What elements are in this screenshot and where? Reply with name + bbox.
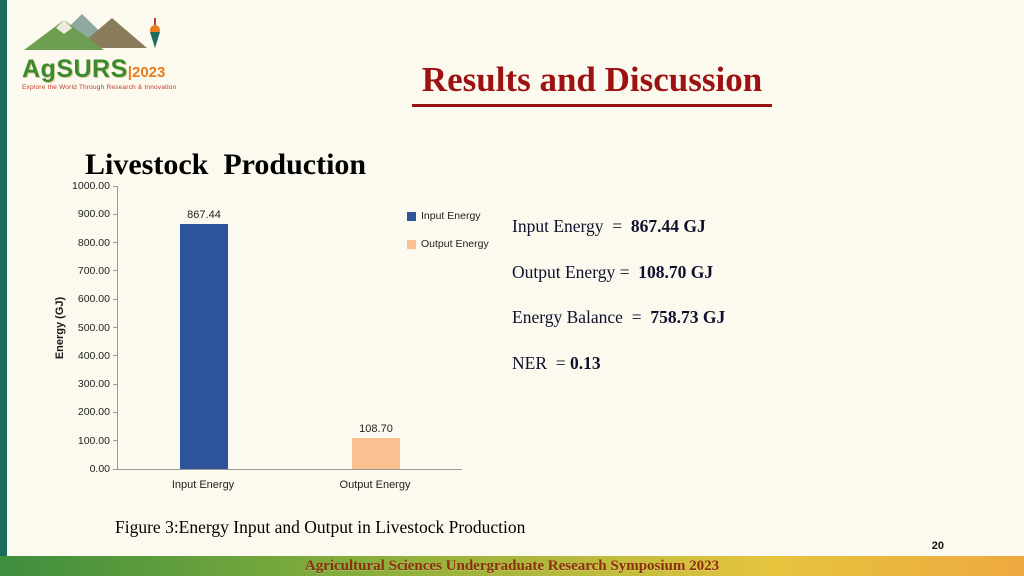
y-axis-tick-label: 1000.00 <box>72 180 110 192</box>
y-axis-tick-label: 300.00 <box>77 378 110 391</box>
logo-name: AgSURS <box>22 55 128 83</box>
logo: AgSURS|2023 Explore the World Through Re… <box>22 8 192 91</box>
chart-legend: Input Energy Output Energy <box>407 210 489 266</box>
bar-value-label: 108.70 <box>359 423 393 436</box>
y-axis-tick-mark <box>113 242 117 244</box>
y-axis-tick-label: 500.00 <box>77 321 110 334</box>
y-axis-tick-mark <box>113 270 117 272</box>
y-axis-tick-mark <box>113 440 117 442</box>
y-axis-ticks: 0.00 100.00 200.00 300.00 400.00 500.00 600.00… <box>60 180 110 475</box>
stat-label: NER = <box>512 352 570 373</box>
page-number: 20 <box>931 540 944 552</box>
stat-energy-balance: Energy Balance = 758.73 GJ <box>512 307 725 328</box>
stat-value: 867.44 GJ <box>630 216 706 236</box>
logo-year: |2023 <box>127 64 166 81</box>
y-axis-tick-mark <box>113 185 117 187</box>
stat-output-energy: Output Energy = 108.70 GJ <box>512 262 725 283</box>
stats-panel: Input Energy = 867.44 GJ Output Energy =… <box>512 216 725 398</box>
bar-value-label: 867.44 <box>187 208 221 221</box>
y-axis-tick-mark <box>113 383 117 385</box>
stat-label: Input Energy = <box>512 216 631 236</box>
bar-input-energy <box>180 223 228 469</box>
legend-item: Output Energy <box>407 238 489 250</box>
legend-swatch <box>407 239 416 249</box>
y-axis-tick-label: 100.00 <box>77 434 110 447</box>
slide-title: Results and Discussion <box>411 60 773 107</box>
stat-ner: NER = 0.13 <box>512 353 725 374</box>
legend-label: Output Energy <box>421 238 489 250</box>
y-axis-tick-mark <box>113 213 117 215</box>
y-axis-tick-mark <box>113 327 117 328</box>
x-axis-label: Output Energy <box>339 479 411 491</box>
footer-text: Agricultural Sciences Undergraduate Rese… <box>304 557 720 574</box>
stat-value: 0.13 <box>570 352 601 373</box>
stat-label: Output Energy = <box>512 261 639 282</box>
chart-plot: 867.44 108.70 <box>113 185 462 470</box>
y-axis-tick-mark <box>113 411 117 413</box>
legend-item: Input Energy <box>407 210 489 222</box>
bar-output-energy <box>352 438 400 469</box>
y-axis-tick-label: 700.00 <box>77 264 110 277</box>
logo-text: AgSURS|2023 <box>22 57 192 82</box>
section-heading: Livestock Production <box>85 148 367 181</box>
footer-bar: Agricultural Sciences Undergraduate Rese… <box>0 556 1024 576</box>
y-axis-tick-label: 600.00 <box>77 293 110 306</box>
stat-value: 758.73 GJ <box>650 307 726 327</box>
x-axis-label: Input Energy <box>171 479 235 491</box>
y-axis-tick-label: 0.00 <box>89 463 110 475</box>
stat-input-energy: Input Energy = 867.44 GJ <box>512 216 725 237</box>
x-axis-labels: Input Energy Output Energy <box>60 479 490 495</box>
y-axis-tick-mark <box>113 468 117 470</box>
logo-tagline: Explore the World Through Research & Inn… <box>22 84 177 91</box>
logo-mountains-icon <box>24 14 160 50</box>
legend-label: Input Energy <box>421 210 481 222</box>
bar-chart: Energy (GJ) 0.00 100.00 200.00 300.00 400.00… <box>54 180 490 510</box>
y-axis-tick-mark <box>113 298 117 300</box>
left-accent-bar <box>0 0 7 556</box>
figure-caption: Figure 3:Energy Input and Output in Live… <box>115 517 526 537</box>
stat-value: 108.70 GJ <box>638 261 714 282</box>
y-axis-tick-label: 800.00 <box>77 236 110 249</box>
legend-swatch <box>407 211 416 221</box>
title-wrap: Results and Discussion <box>200 60 984 107</box>
stat-label: Energy Balance = <box>512 307 651 327</box>
y-axis-tick-mark <box>113 355 117 357</box>
y-axis-tick-label: 900.00 <box>77 208 110 221</box>
y-axis-tick-label: 200.00 <box>77 406 110 419</box>
y-axis-tick-label: 400.00 <box>77 349 110 362</box>
